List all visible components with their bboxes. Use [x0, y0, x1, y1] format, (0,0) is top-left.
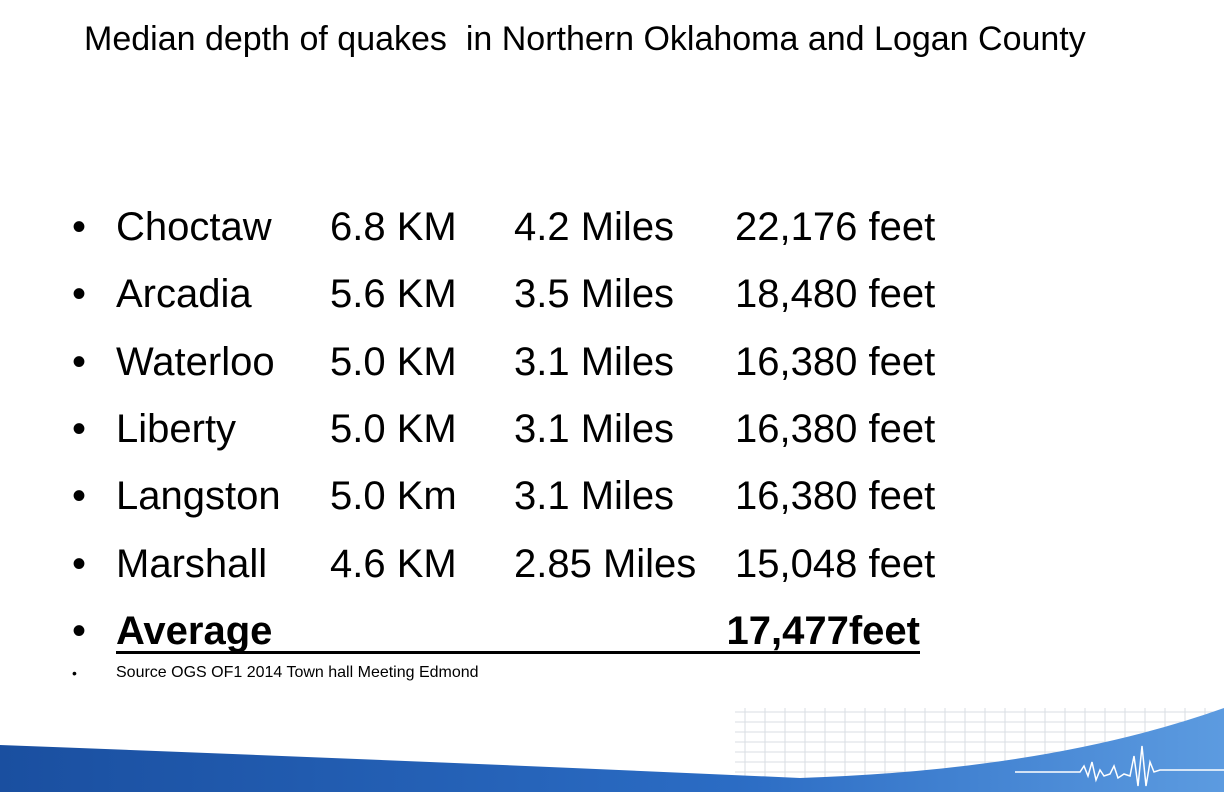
depth-feet: 15,048 feet [735, 541, 936, 586]
bullet: • [72, 205, 87, 249]
bullet: • [72, 608, 87, 653]
average-value: 17,477feet [726, 608, 920, 653]
depth-miles: 3.1 Miles [514, 474, 675, 519]
place: Marshall [116, 541, 268, 586]
depth-km: 5.0 Km [330, 474, 457, 519]
place: Waterloo [116, 339, 275, 384]
depth-miles: 2.85 Miles [514, 541, 697, 586]
depth-feet: 18,480 feet [735, 272, 936, 317]
place: Liberty [116, 406, 237, 451]
depth-miles: 4.2 Miles [514, 205, 675, 249]
depth-feet: 16,380 feet [735, 474, 936, 519]
bullet: • [72, 272, 87, 317]
depth-feet: 16,380 feet [735, 406, 936, 451]
bullet: • [72, 406, 87, 451]
depth-km: 5.0 KM [330, 339, 457, 384]
depth-km: 4.6 KM [330, 541, 457, 586]
blue-swoosh [0, 708, 1224, 792]
depth-km: 5.6 KM [330, 272, 457, 317]
depth-feet: 16,380 feet [735, 339, 936, 384]
depth-km: 6.8 KM [330, 205, 457, 249]
depth-km: 5.0 KM [330, 406, 457, 451]
depth-miles: 3.5 Miles [514, 272, 675, 317]
bullet: • [72, 541, 87, 586]
bullet: • [72, 665, 77, 681]
depth-miles: 3.1 Miles [514, 339, 675, 384]
bullet: • [72, 474, 87, 519]
place: Langston [116, 474, 281, 519]
place: Choctaw [116, 205, 272, 249]
source: Source OGS OF1 2014 Town hall Meeting Ed… [116, 664, 479, 681]
title: Median depth of quakes in Northern Oklah… [84, 20, 1086, 58]
bullet: • [72, 339, 87, 384]
average-label: Average [116, 608, 273, 653]
depth-feet: 22,176 feet [735, 205, 936, 249]
seismograph [1015, 745, 1224, 787]
underline [116, 650, 920, 654]
place: Arcadia [116, 272, 252, 317]
depth-miles: 3.1 Miles [514, 406, 675, 451]
